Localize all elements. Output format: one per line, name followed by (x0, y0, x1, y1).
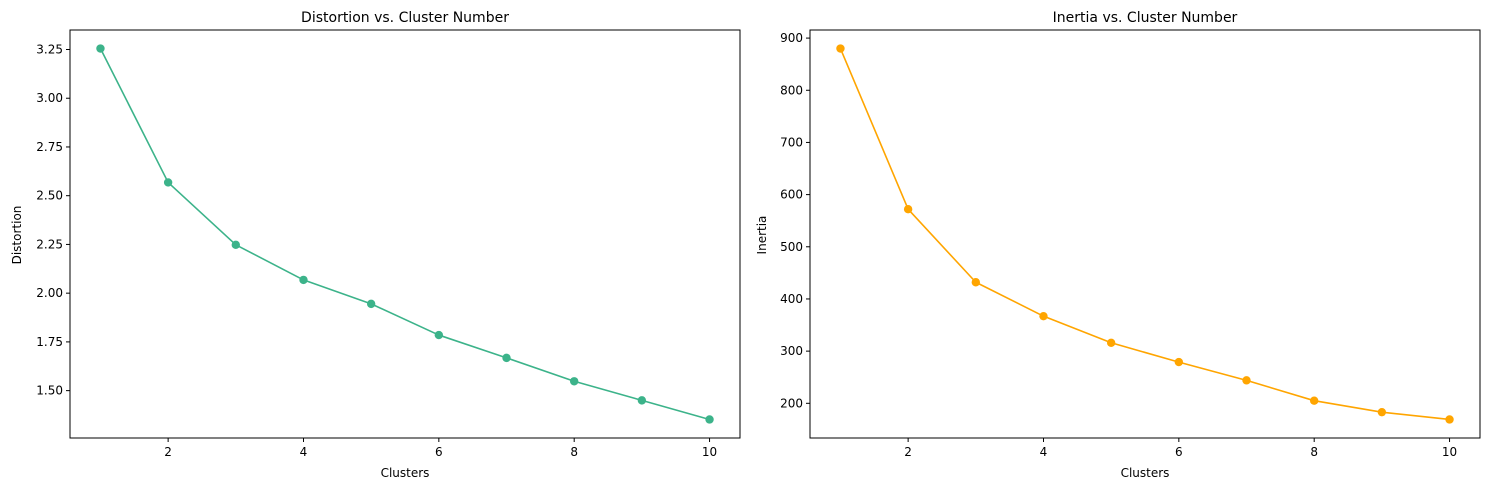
y-tick-label: 1.50 (36, 384, 63, 398)
data-point (299, 275, 308, 285)
data-point (1242, 376, 1251, 385)
y-tick-label: 3.00 (36, 91, 63, 105)
data-point (1377, 407, 1387, 417)
y-tick-label: 2.25 (36, 237, 63, 251)
x-tick-label: 4 (300, 445, 308, 459)
y-tick-label: 400 (780, 292, 803, 306)
data-point (231, 240, 241, 250)
y-tick-label: 300 (780, 344, 803, 358)
data-point (163, 178, 173, 187)
y-axis-label: Distortion (10, 206, 24, 265)
y-tick-label: 600 (780, 188, 803, 202)
x-tick-label: 2 (904, 445, 912, 459)
distortion-chart: Distortion vs. Cluster Number Clusters D… (10, 10, 741, 480)
data-point (434, 330, 444, 340)
y-tick-label: 3.25 (36, 42, 63, 56)
x-axis-label: Clusters (381, 466, 430, 480)
axis-ticks: 2 4 6 8 10 1.50 1.75 2.00 2.25 2.50 2.75 3.00 3.25 (36, 42, 717, 459)
x-tick-label: 6 (435, 445, 443, 459)
plot-frame (809, 29, 1481, 439)
data-point (971, 278, 981, 287)
data-point (705, 415, 714, 424)
y-tick-label: 200 (780, 396, 803, 410)
data-point (502, 353, 511, 363)
data-point (903, 205, 913, 214)
y-tick-label: 2.75 (36, 140, 63, 154)
data-point (1106, 338, 1116, 347)
inertia-chart: Inertia vs. Cluster Number Clusters Iner… (755, 10, 1481, 480)
x-tick-label: 8 (1310, 445, 1318, 459)
y-tick-label: 700 (780, 135, 803, 149)
y-tick-label: 2.00 (36, 286, 63, 300)
y-tick-label: 2.50 (36, 189, 63, 203)
y-tick-label: 500 (780, 240, 803, 254)
x-tick-label: 10 (1442, 445, 1457, 459)
data-point (1309, 396, 1319, 405)
data-point (96, 44, 105, 53)
x-tick-label: 6 (1175, 445, 1183, 459)
series-line (839, 48, 1450, 421)
data-point (1174, 357, 1184, 367)
y-tick-label: 800 (780, 83, 803, 97)
axis-ticks: 2 4 6 8 10 200 300 400 500 600 700 800 900 (780, 31, 1457, 459)
data-point (366, 299, 376, 309)
data-point (836, 44, 845, 53)
y-axis-label: Inertia (755, 216, 769, 255)
y-tick-label: 900 (780, 31, 803, 45)
x-tick-label: 2 (164, 445, 172, 459)
data-point (1039, 311, 1048, 321)
chart-title: Distortion vs. Cluster Number (301, 10, 509, 26)
chart-title: Inertia vs. Cluster Number (1053, 10, 1238, 26)
plot-frame (69, 29, 741, 439)
y-tick-label: 1.75 (36, 335, 63, 349)
data-point (1445, 415, 1454, 424)
series-distortion (96, 44, 714, 424)
series-line (99, 48, 710, 421)
x-tick-label: 8 (570, 445, 578, 459)
x-axis-label: Clusters (1121, 466, 1170, 480)
series-inertia (836, 44, 1454, 424)
x-tick-label: 4 (1040, 445, 1048, 459)
data-point (569, 377, 579, 386)
x-tick-label: 10 (702, 445, 717, 459)
data-point (637, 396, 647, 405)
